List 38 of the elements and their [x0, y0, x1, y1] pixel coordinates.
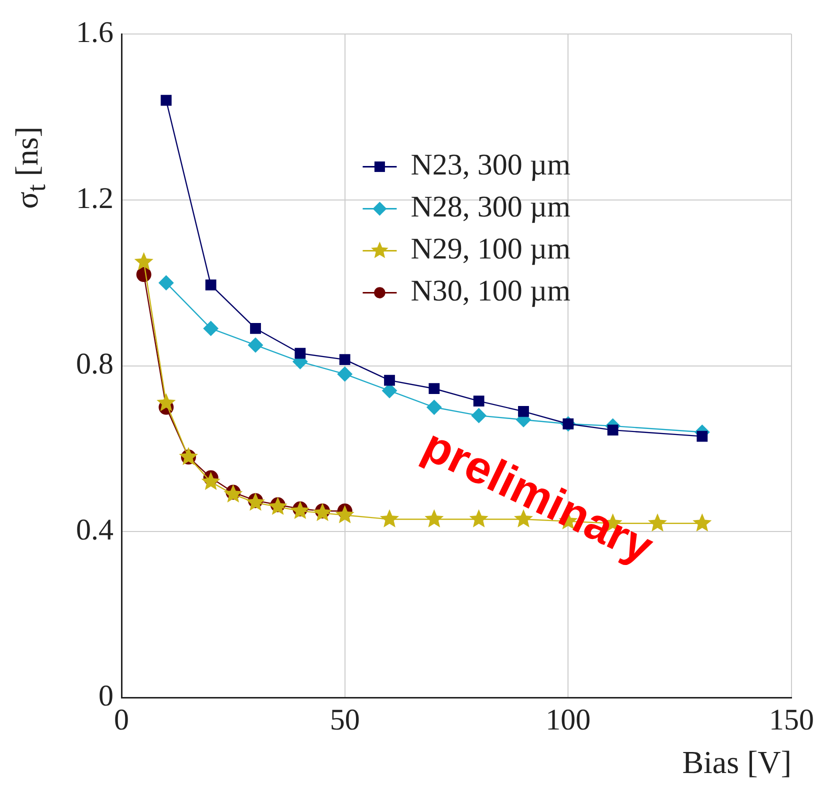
legend-label: N23, 300 µm: [410, 148, 570, 182]
y-tick-label: 0: [98, 679, 114, 712]
point: [473, 396, 484, 407]
point: [428, 383, 440, 394]
point: [339, 354, 350, 366]
point: [156, 393, 176, 412]
y-tick-label: 1.6: [76, 16, 114, 49]
point: [607, 424, 618, 436]
point: [696, 430, 708, 442]
y-tick-label: 1.2: [76, 182, 114, 215]
point: [201, 472, 220, 490]
legend-label: N28, 300 µm: [410, 190, 570, 224]
point: [134, 252, 154, 270]
legend-label: N30, 100 µm: [410, 274, 570, 308]
point: [158, 275, 174, 290]
y-tick-label: 0.8: [76, 348, 114, 381]
point: [380, 509, 400, 528]
x-tick-label: 150: [769, 703, 814, 736]
point: [248, 338, 263, 353]
point: [160, 94, 172, 106]
point: [205, 279, 216, 290]
point: [335, 505, 354, 524]
point: [203, 320, 218, 336]
y-tick-label: 0.4: [76, 514, 114, 547]
point: [471, 408, 486, 424]
point: [290, 500, 310, 520]
point: [384, 374, 395, 386]
point: [518, 406, 529, 417]
point: [250, 323, 261, 334]
point: [312, 503, 332, 522]
x-tick-label: 50: [330, 703, 360, 736]
legend-label: N29, 100 µm: [410, 232, 570, 266]
point: [426, 400, 442, 415]
point: [692, 513, 712, 532]
x-tick-label: 100: [546, 703, 591, 736]
x-axis-title: Bias [V]: [682, 744, 792, 780]
point: [294, 348, 306, 359]
point: [337, 366, 352, 382]
